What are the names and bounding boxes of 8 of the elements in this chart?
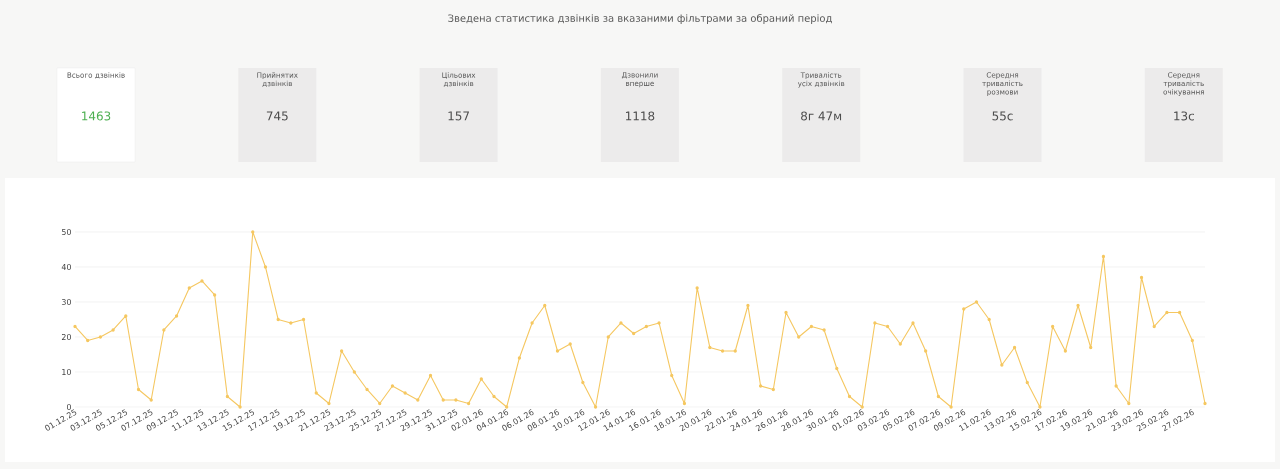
text: Зведена статистика дзвінків за вказаними фільтрами за обраний період: [448, 14, 832, 24]
text: 13с: [1174, 111, 1194, 121]
text: 157: [448, 111, 469, 121]
text: 1118: [626, 111, 655, 121]
text: 55с: [992, 111, 1013, 121]
text: 8г 47м: [801, 111, 842, 121]
text: 745: [266, 111, 288, 121]
text: 1463: [82, 111, 111, 121]
